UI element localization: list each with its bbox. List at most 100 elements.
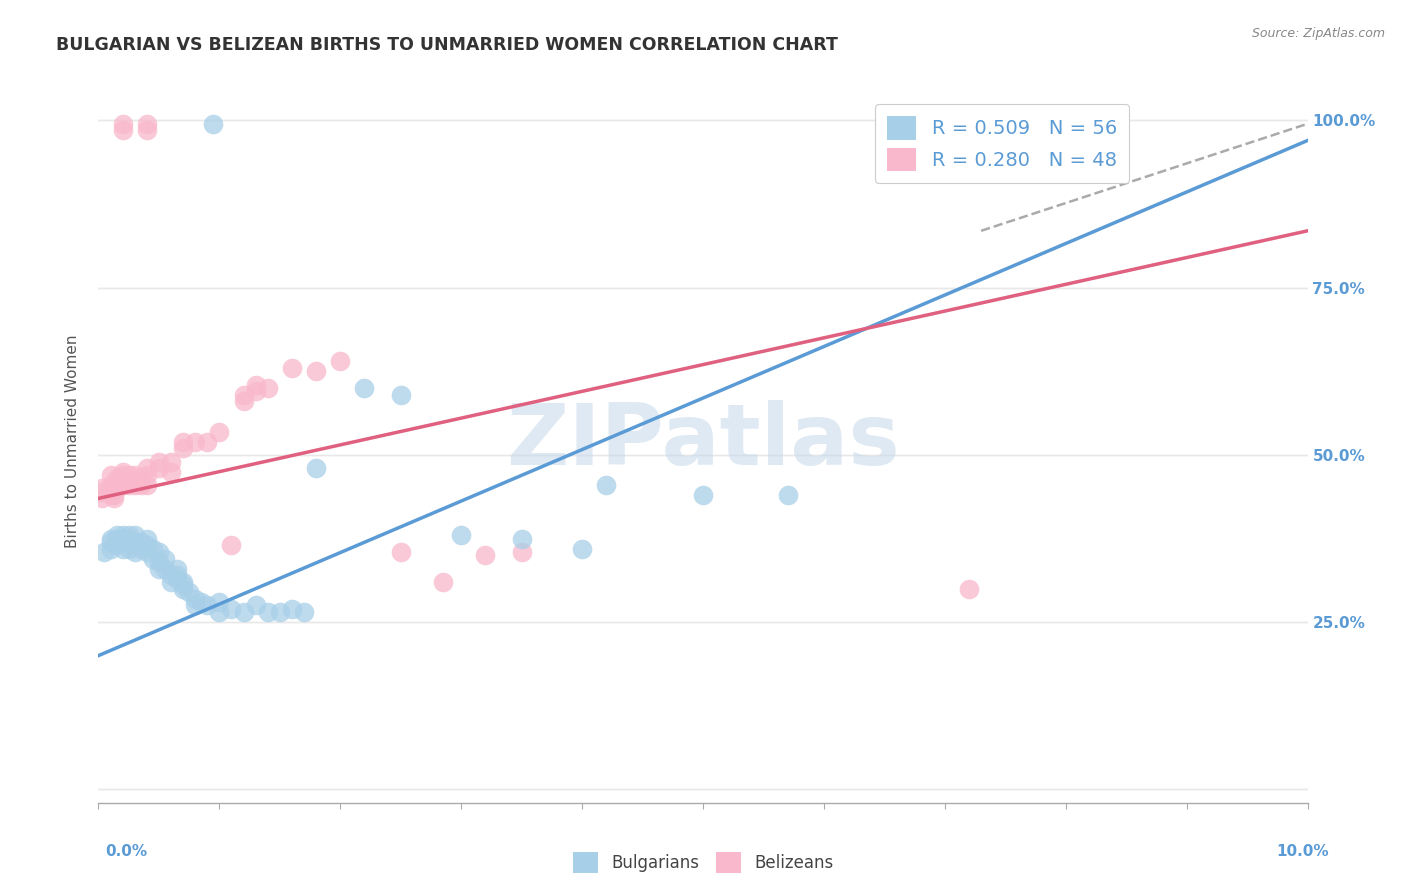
Point [474,548,496,563]
Point [111,123,134,137]
Point [166,572,188,586]
Text: 0.0%: 0.0% [105,845,148,859]
Point [100,532,122,546]
Point [100,467,122,482]
Point [202,117,225,131]
Point [118,478,141,492]
Point [179,585,201,599]
Point [232,394,254,409]
Point [957,582,980,596]
Point [256,381,278,395]
Point [172,575,194,590]
Point [245,377,267,392]
Point [135,478,157,492]
Point [118,528,141,542]
Point [245,384,267,399]
Point [256,605,278,619]
Point [111,467,134,482]
Point [571,541,593,556]
Point [118,541,141,556]
Point [148,461,170,475]
Point [269,605,291,619]
Point [153,551,176,566]
Point [135,117,157,131]
Legend: R = 0.509   N = 56, R = 0.280   N = 48: R = 0.509 N = 56, R = 0.280 N = 48 [876,104,1129,183]
Point [184,591,207,606]
Point [135,545,157,559]
Point [100,478,122,492]
Point [100,535,122,549]
Point [129,535,152,549]
Point [93,545,115,559]
Point [148,555,170,569]
Point [184,599,207,613]
Point [105,538,128,552]
Point [353,381,375,395]
Point [111,541,134,556]
Text: 10.0%: 10.0% [1277,845,1329,859]
Point [221,602,243,616]
Point [124,535,146,549]
Point [389,387,412,401]
Point [305,364,328,378]
Point [153,562,176,576]
Point [208,605,231,619]
Point [195,599,218,613]
Point [142,551,165,566]
Point [105,471,128,485]
Point [135,532,157,546]
Y-axis label: Births to Unmarried Women: Births to Unmarried Women [65,334,80,549]
Point [129,471,152,485]
Point [595,478,617,492]
Point [432,575,454,590]
Point [172,582,194,596]
Point [111,478,134,492]
Point [160,568,183,582]
Point [245,599,267,613]
Point [124,467,146,482]
Point [129,541,152,556]
Point [103,488,125,502]
Point [184,434,207,449]
Text: BULGARIAN VS BELIZEAN BIRTHS TO UNMARRIED WOMEN CORRELATION CHART: BULGARIAN VS BELIZEAN BIRTHS TO UNMARRIE… [56,36,838,54]
Point [91,482,114,496]
Legend: Bulgarians, Belizeans: Bulgarians, Belizeans [567,846,839,880]
Point [172,442,194,455]
Point [111,465,134,479]
Point [142,541,165,556]
Point [148,455,170,469]
Point [232,387,254,401]
Point [91,484,114,499]
Point [105,482,128,496]
Text: ZIPatlas: ZIPatlas [506,400,900,483]
Point [776,488,799,502]
Point [135,538,157,552]
Point [166,562,188,576]
Point [129,478,152,492]
Point [124,528,146,542]
Point [281,602,304,616]
Point [118,467,141,482]
Point [450,528,472,542]
Point [103,491,125,506]
Point [148,562,170,576]
Point [160,575,183,590]
Point [994,117,1017,131]
Point [100,541,122,556]
Point [105,532,128,546]
Point [111,475,134,489]
Point [389,545,412,559]
Point [692,488,714,502]
Point [292,605,315,619]
Point [124,545,146,559]
Point [166,568,188,582]
Point [111,532,134,546]
Point [208,425,231,439]
Point [100,488,122,502]
Point [195,434,218,449]
Point [111,535,134,549]
Point [510,545,533,559]
Point [160,455,183,469]
Point [172,578,194,592]
Point [124,478,146,492]
